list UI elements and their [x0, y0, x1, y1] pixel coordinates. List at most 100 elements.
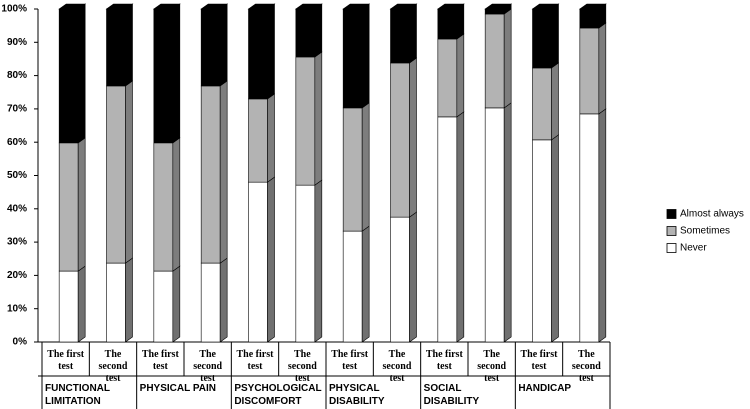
bar-side — [456, 33, 465, 118]
bar-segment — [484, 13, 505, 109]
bar-side — [598, 108, 607, 343]
group-label: PHYSICAL DISABILITY — [329, 383, 385, 407]
bar-side — [172, 3, 181, 144]
x-tick-label: The first test — [236, 349, 274, 372]
y-tick-label: 20% — [7, 270, 27, 281]
bar-segment — [342, 8, 363, 109]
bar-side — [456, 3, 465, 40]
bar-side — [219, 80, 228, 264]
bar-side — [77, 3, 86, 144]
y-tick-label: 40% — [7, 203, 27, 214]
bar-segment — [58, 270, 79, 343]
y-tick-label: 60% — [7, 137, 27, 148]
y-tick-label: 50% — [7, 170, 27, 181]
bar-segment — [248, 181, 268, 343]
bar-segment — [437, 8, 458, 40]
legend-label: Sometimes — [680, 226, 730, 237]
legend-swatch — [666, 209, 677, 219]
bar-segment — [295, 184, 316, 343]
bar-side — [172, 265, 181, 343]
bar-side — [125, 80, 133, 264]
bar-top — [436, 3, 465, 10]
legend-swatch — [666, 226, 677, 236]
bar-side — [267, 93, 275, 183]
bar-side — [361, 225, 370, 343]
bar-side — [267, 176, 275, 343]
x-tick-label: The second test — [382, 349, 412, 384]
y-tick-label: 70% — [7, 104, 27, 115]
bar-segment — [532, 67, 552, 141]
bar-top — [200, 3, 229, 10]
x-tick-label: The first test — [141, 349, 179, 372]
bar-side — [172, 137, 181, 272]
bar-segment — [106, 85, 126, 264]
bar-segment — [106, 262, 126, 343]
y-tick-label: 10% — [7, 303, 27, 314]
bar-side — [503, 102, 512, 343]
bar-segment — [579, 113, 600, 343]
x-tick-label: The second test — [287, 349, 317, 384]
y-tick-label: 90% — [7, 37, 27, 48]
x-tick-label: The first test — [520, 349, 558, 372]
bar-segment — [153, 270, 174, 343]
bar-segment — [532, 139, 552, 343]
x-tick-label: The second test — [193, 349, 223, 384]
bar-top — [247, 3, 276, 10]
bar-side — [551, 134, 559, 343]
y-tick-label: 0% — [13, 337, 28, 348]
bar-top — [484, 3, 513, 10]
bar-side — [77, 265, 86, 343]
bar-top — [389, 3, 418, 10]
x-tick-label: The second test — [571, 349, 601, 384]
bar-segment — [579, 27, 600, 115]
bar-side — [456, 111, 465, 343]
bar-segment — [248, 8, 268, 100]
bar-side — [267, 3, 275, 100]
x-tick-label: The first test — [331, 349, 369, 372]
bar-top — [294, 3, 323, 10]
bar-segment — [484, 107, 505, 343]
bar-segment — [58, 8, 79, 144]
bar-side — [409, 57, 417, 218]
bar-segment — [200, 262, 221, 343]
bar-side — [551, 3, 559, 69]
bar-segment — [200, 85, 221, 264]
bar-top — [152, 3, 181, 10]
bar-side — [219, 3, 228, 87]
bar-side — [361, 3, 370, 109]
bar-segment — [342, 230, 363, 343]
x-tick-label: The first test — [47, 349, 85, 372]
bar-segment — [106, 8, 126, 87]
bar-segment — [248, 98, 268, 183]
group-label: HANDICAP — [518, 383, 572, 394]
bar-side — [125, 3, 133, 87]
group-label: PSYCHOLOGICAL DISCOMFORT — [234, 383, 322, 407]
bar-segment — [390, 8, 410, 64]
bar-segment — [153, 142, 174, 272]
bar-segment — [342, 107, 363, 232]
bar-side — [551, 62, 559, 141]
bar-segment — [200, 8, 221, 87]
bar-segment — [484, 8, 505, 15]
bar-segment — [532, 8, 552, 69]
group-label: FUNCTIONAL LIMITATION — [45, 383, 110, 407]
y-tick-label: 30% — [7, 237, 27, 248]
y-tick-label: 80% — [7, 70, 27, 81]
legend-label: Never — [680, 243, 707, 254]
bar-side — [314, 51, 323, 186]
group-label: PHYSICAL PAIN — [139, 383, 216, 394]
y-tick-label: 100% — [1, 4, 27, 15]
bar-side — [409, 3, 417, 64]
bar-segment — [295, 8, 316, 58]
x-tick-label: The second test — [98, 349, 128, 384]
bar-top — [531, 3, 560, 10]
bar-side — [125, 257, 133, 343]
bar-top — [105, 3, 134, 10]
bar-top — [58, 3, 87, 10]
bar-side — [598, 22, 607, 115]
bar-segment — [58, 142, 79, 272]
bar-segment — [153, 8, 174, 144]
bar-top — [578, 3, 607, 10]
